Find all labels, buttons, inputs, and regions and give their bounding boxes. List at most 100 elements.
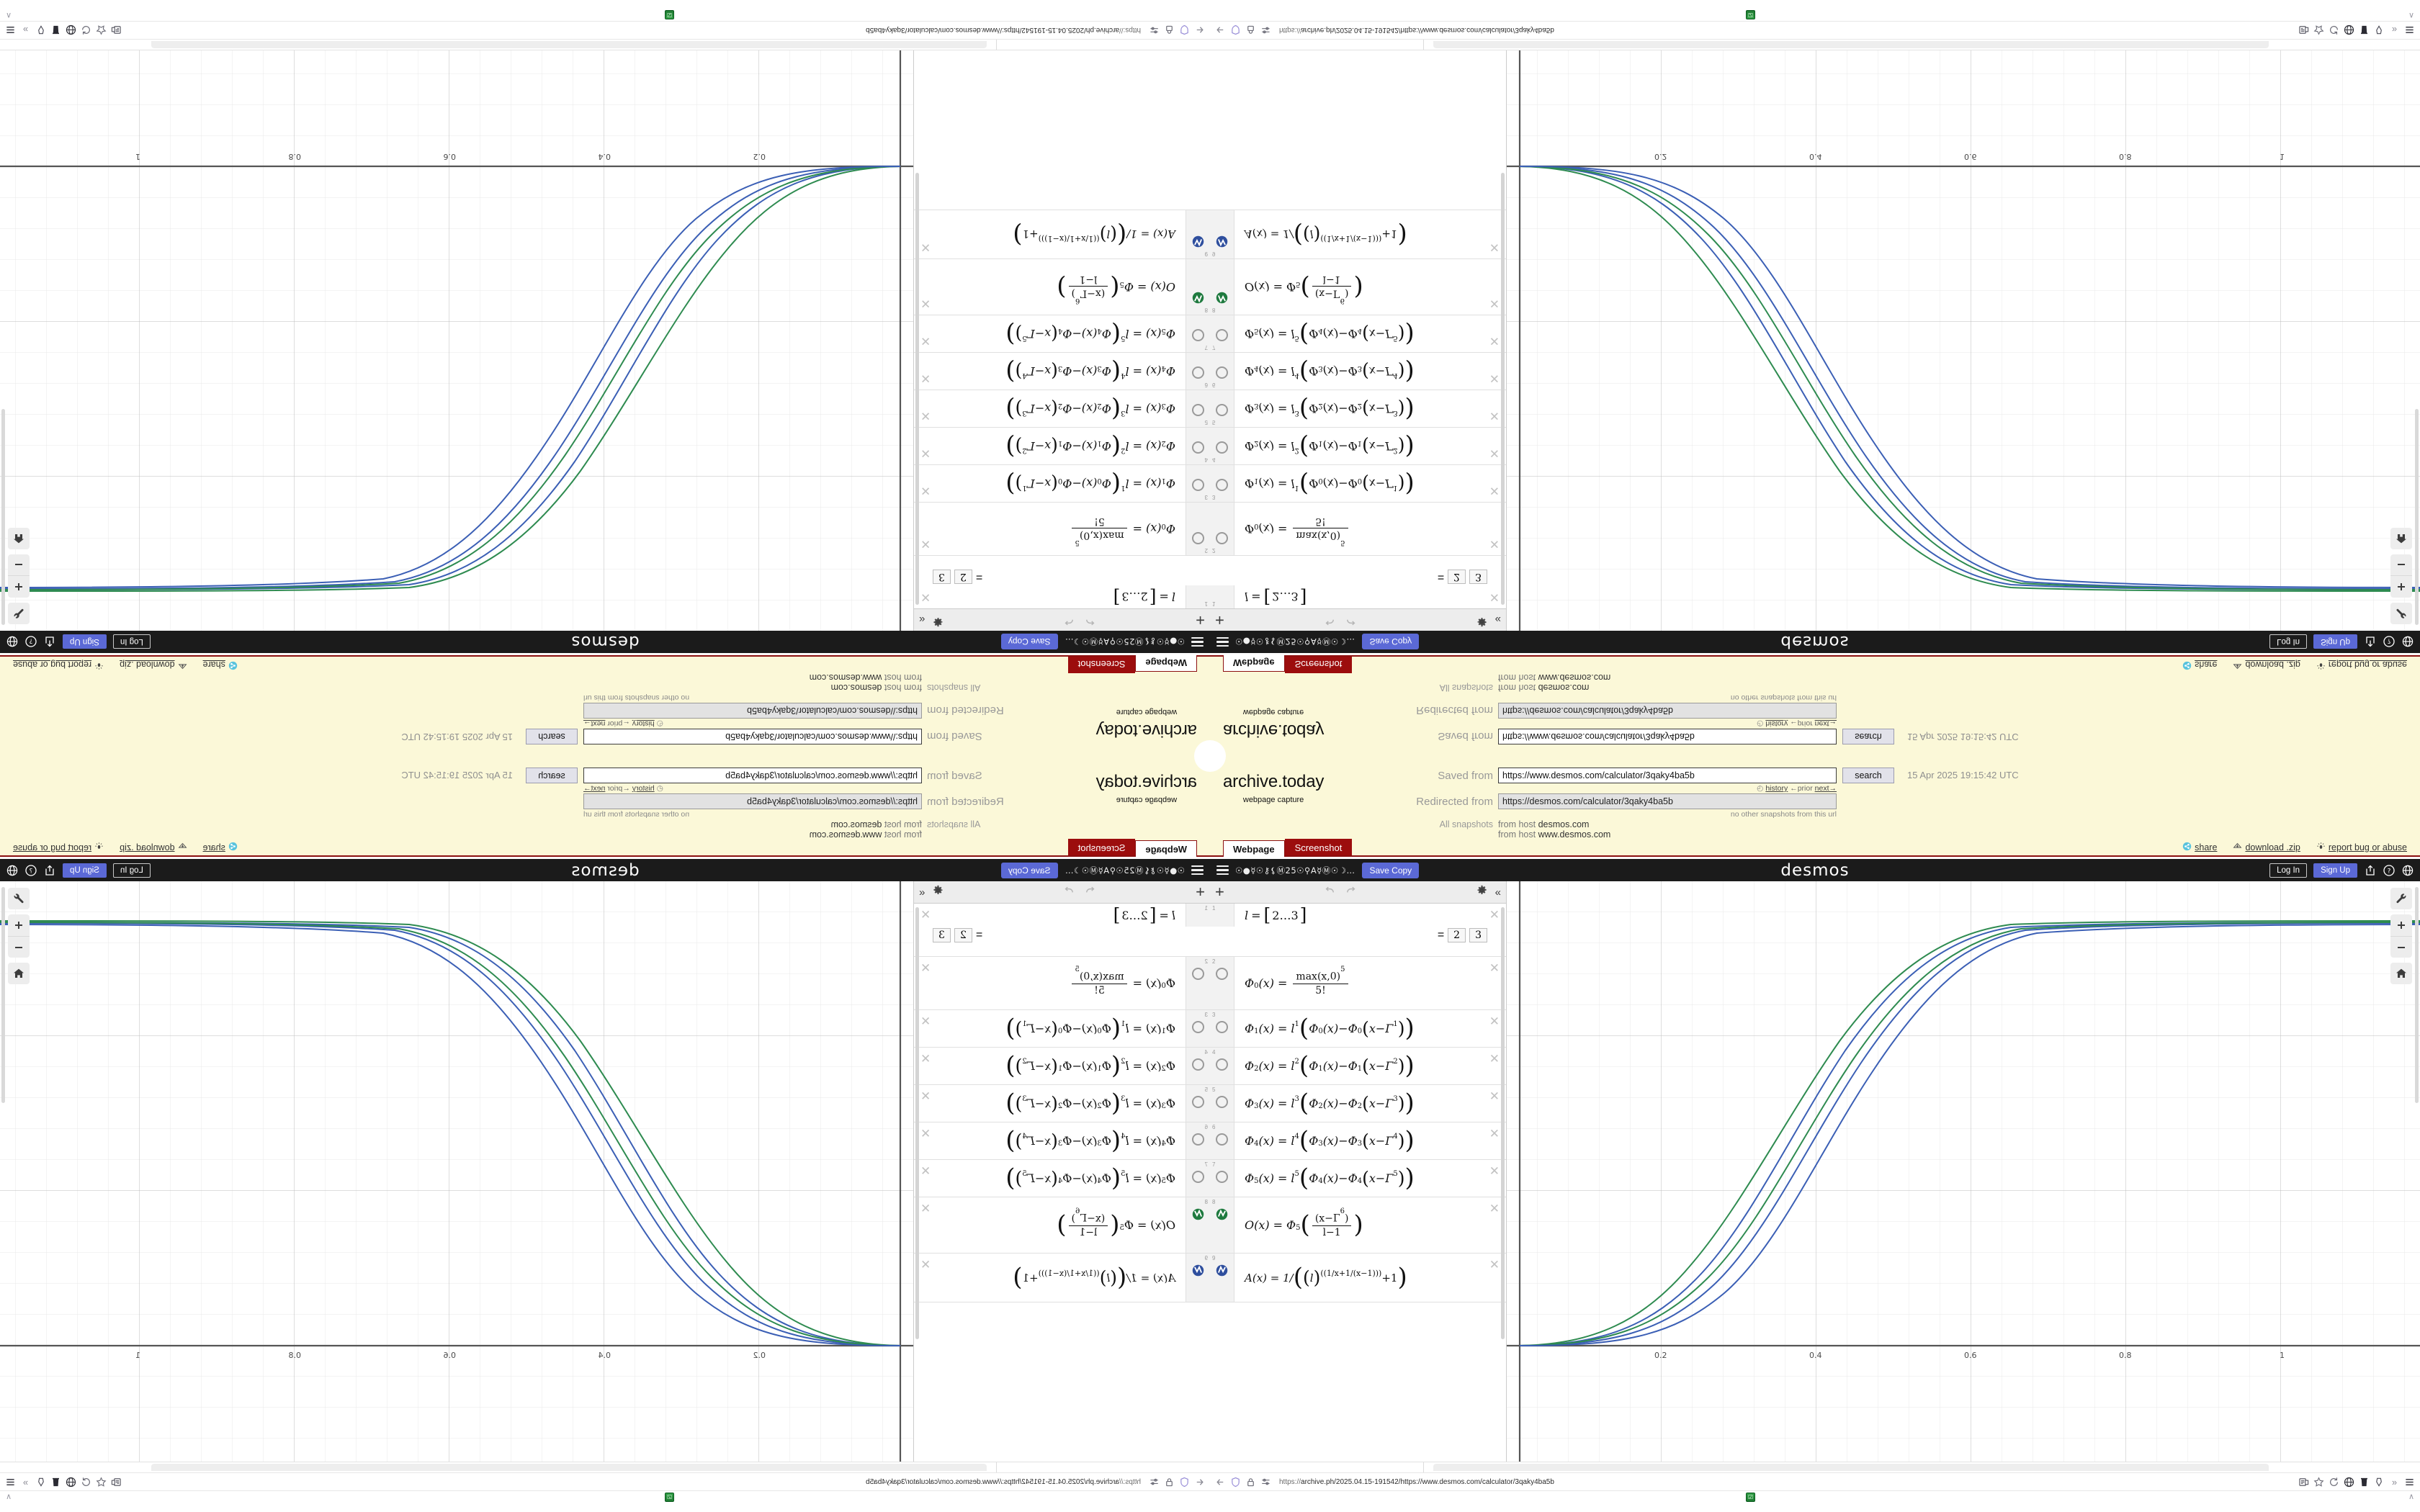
expression-scrollbar[interactable] [1501, 907, 1505, 1339]
download-zip-action[interactable]: download .zip [120, 842, 187, 853]
bookmark-toolbar[interactable]: ☑ [0, 1492, 1210, 1503]
log-in-button[interactable]: Log In [2269, 634, 2308, 649]
expression-math[interactable]: Φ 0 (x) = max(x,0)5 5! ✕ [914, 957, 1186, 1009]
lock-icon[interactable] [1245, 1476, 1257, 1488]
collapse-caret-icon[interactable]: ∧ [2408, 11, 2414, 19]
delete-expression-icon[interactable]: ✕ [1489, 1127, 1500, 1140]
plot-toggle-blue[interactable] [1192, 1264, 1204, 1277]
expression-row-8[interactable]: 8 O (x) = Φ 5( (x−Γ6) l−1 ) ✕ [914, 1197, 1210, 1254]
wrench-button[interactable] [2390, 888, 2412, 909]
shield-icon[interactable] [1178, 1476, 1191, 1488]
redirected-from-input[interactable]: https://desmos.com/calculator/3qaky4ba5b [583, 703, 922, 719]
plot-toggle-circle[interactable] [1192, 366, 1204, 379]
expression-row-7[interactable]: 7 Φ 5 (x) = l 5(Φ 4 (x)−Φ 4(x−Γ 5)) ✕ [1210, 315, 1506, 352]
shield-icon[interactable] [1229, 24, 1242, 37]
tracking-protection-icon[interactable] [1260, 1476, 1272, 1488]
zoom-out-button[interactable] [8, 554, 30, 576]
log-in-button[interactable]: Log In [2269, 863, 2308, 878]
tracking-protection-icon[interactable] [1260, 24, 1272, 37]
plot-toggle-circle[interactable] [1192, 1171, 1204, 1183]
expression-math[interactable]: Φ 2 (x) = l 2(Φ 1 (x)−Φ 1(x−Γ 2)) ✕ [1245, 1050, 1500, 1080]
delete-expression-icon[interactable]: ✕ [920, 446, 931, 460]
sign-up-button[interactable]: Sign Up [2313, 863, 2357, 878]
library-icon[interactable]: » [2391, 1476, 2398, 1488]
search-button[interactable]: search [526, 768, 578, 783]
expression-scrollbar[interactable] [915, 173, 919, 605]
expression-math[interactable]: Φ 4 (x) = l 4(Φ 3 (x)−Φ 3(x−Γ 4)) ✕ [920, 1125, 1175, 1155]
plot-toggle-circle[interactable] [1216, 1171, 1228, 1183]
plot-toggle-circle[interactable] [1192, 441, 1204, 454]
expression-row-1[interactable]: 1 l =[2…3] ✕ = 2 [1210, 555, 1506, 608]
screenshot-unit[interactable]: archive.today webpage capture Saved from… [1210, 756, 2420, 1512]
undo-arrow-icon[interactable] [1085, 613, 1095, 627]
delete-expression-icon[interactable]: ✕ [1489, 240, 1500, 254]
wrench-button[interactable] [8, 888, 30, 909]
expression-row-3[interactable]: 3 Φ 1 (x) = l 1(Φ 0 (x)−Φ 0(x−Γ 1)) ✕ [1210, 1010, 1506, 1048]
history-link[interactable]: history [632, 784, 655, 793]
container-icon[interactable] [50, 24, 62, 37]
reload-icon[interactable] [2328, 1476, 2340, 1488]
tab-webpage[interactable]: Webpage [1135, 655, 1197, 672]
delete-expression-icon[interactable]: ✕ [920, 334, 931, 348]
graph-title[interactable]: ☉●☿☉⚷⚸Ⓜ25☉⚲A☿Ⓜ☉☽… [1065, 636, 1185, 647]
desmos-brand-logo[interactable]: desmos [570, 632, 640, 652]
expression-math[interactable]: Φ 4 (x) = l 4(Φ 3 (x)−Φ 3(x−Γ 4)) ✕ [1245, 1125, 1500, 1155]
delete-expression-icon[interactable]: ✕ [920, 590, 931, 604]
ublock-origin-icon[interactable]: ☑ [1746, 10, 1755, 19]
desmos-calculator[interactable]: ☉●☿☉⚷⚸Ⓜ25☉⚲A☿Ⓜ☉☽… Save Copy desmos Log I… [0, 859, 1210, 1462]
saved-from-input[interactable]: https://www.desmos.com/calculator/3qaky4… [583, 768, 922, 783]
library-icon[interactable]: » [22, 24, 29, 36]
share-action[interactable]: share [203, 659, 238, 670]
hamburger-menu-icon[interactable] [4, 1476, 17, 1488]
expression-row-3[interactable]: 3 Φ 1 (x) = l 1(Φ 0 (x)−Φ 0(x−Γ 1)) ✕ [1210, 464, 1506, 502]
desmos-brand-logo[interactable]: desmos [1780, 860, 1850, 880]
ublock-origin-icon[interactable]: ☑ [1746, 1493, 1755, 1502]
expression-row-7[interactable]: 7 Φ 5 (x) = l 5(Φ 4 (x)−Φ 4(x−Γ 5)) ✕ [1210, 1160, 1506, 1197]
plot-toggle-circle[interactable] [1216, 1133, 1228, 1146]
report-bug-action[interactable]: report bug or abuse [2316, 842, 2407, 853]
add-expression-button[interactable]: + [1196, 611, 1205, 629]
plot-toggle-circle[interactable] [1192, 479, 1204, 491]
history-link[interactable]: history [1765, 784, 1788, 793]
lock-icon[interactable] [1163, 24, 1175, 37]
expression-row-1[interactable]: 1 l =[2…3] ✕ = 2 [1210, 904, 1506, 957]
container-icon[interactable] [50, 1476, 62, 1488]
expression-row-6[interactable]: 6 Φ 4 (x) = l 4(Φ 3 (x)−Φ 3(x−Γ 4)) ✕ [914, 352, 1210, 390]
expression-math[interactable]: Φ 1 (x) = l 1(Φ 0 (x)−Φ 0(x−Γ 1)) ✕ [920, 1013, 1175, 1043]
redo-arrow-icon[interactable] [1064, 885, 1075, 899]
tracking-protection-icon[interactable] [1148, 24, 1160, 37]
address-bar[interactable]: https://archive.ph/2025.04.15-191542/htt… [1275, 1475, 2295, 1489]
host-name[interactable]: www.desmos.com [809, 672, 882, 683]
language-globe-icon[interactable] [6, 636, 19, 648]
desmos-brand-logo[interactable]: desmos [1780, 632, 1850, 652]
zoom-in-button[interactable] [2390, 576, 2412, 598]
expression-math[interactable]: A (x) = 1/((l) ((1/x+1/(x−1))) +1) ✕ [920, 1258, 1175, 1292]
tab-webpage[interactable]: Webpage [1135, 840, 1197, 857]
expression-panel[interactable]: + « [913, 881, 1210, 1462]
shield-icon[interactable] [1178, 24, 1191, 37]
plot-toggle-circle[interactable] [1192, 968, 1204, 980]
expression-panel[interactable]: + « [1210, 881, 1507, 1462]
prior-link[interactable]: ←prior [1790, 719, 1813, 728]
result-value[interactable]: 2 [1448, 570, 1466, 584]
gear-icon[interactable] [1476, 885, 1487, 899]
library-icon[interactable]: » [2391, 24, 2398, 36]
prior-link[interactable]: ←prior [607, 784, 630, 793]
archive-logo[interactable]: archive.today webpage capture [1096, 772, 1197, 804]
desmos-calculator[interactable]: ☉●☿☉⚷⚸Ⓜ25☉⚲A☿Ⓜ☉☽… Save Copy desmos Log I… [0, 50, 1210, 653]
collapse-panel-icon[interactable]: « [919, 886, 926, 899]
expression-row-2[interactable]: 2 Φ 0 (x) = max(x,0)5 5! [1210, 502, 1506, 555]
share-export-icon[interactable] [44, 636, 56, 648]
expression-panel[interactable]: + « [1210, 50, 1507, 631]
reader-view-icon[interactable] [2298, 1476, 2310, 1488]
redirected-from-input[interactable]: https://desmos.com/calculator/3qaky4ba5b [1498, 793, 1837, 809]
expression-math[interactable]: A (x) = 1/((l) ((1/x+1/(x−1))) +1) ✕ [1245, 220, 1500, 254]
delete-expression-icon[interactable]: ✕ [1489, 372, 1500, 385]
graph-svg[interactable] [0, 50, 913, 631]
add-expression-button[interactable]: + [1196, 883, 1205, 901]
result-value[interactable]: 3 [1469, 570, 1487, 584]
delete-expression-icon[interactable]: ✕ [920, 1052, 931, 1066]
plot-toggle-green[interactable] [1216, 1208, 1228, 1220]
expression-row-4[interactable]: 4 Φ 2 (x) = l 2(Φ 1 (x)−Φ 1(x−Γ 2)) ✕ [914, 1048, 1210, 1085]
expression-scrollbar[interactable] [915, 907, 919, 1339]
